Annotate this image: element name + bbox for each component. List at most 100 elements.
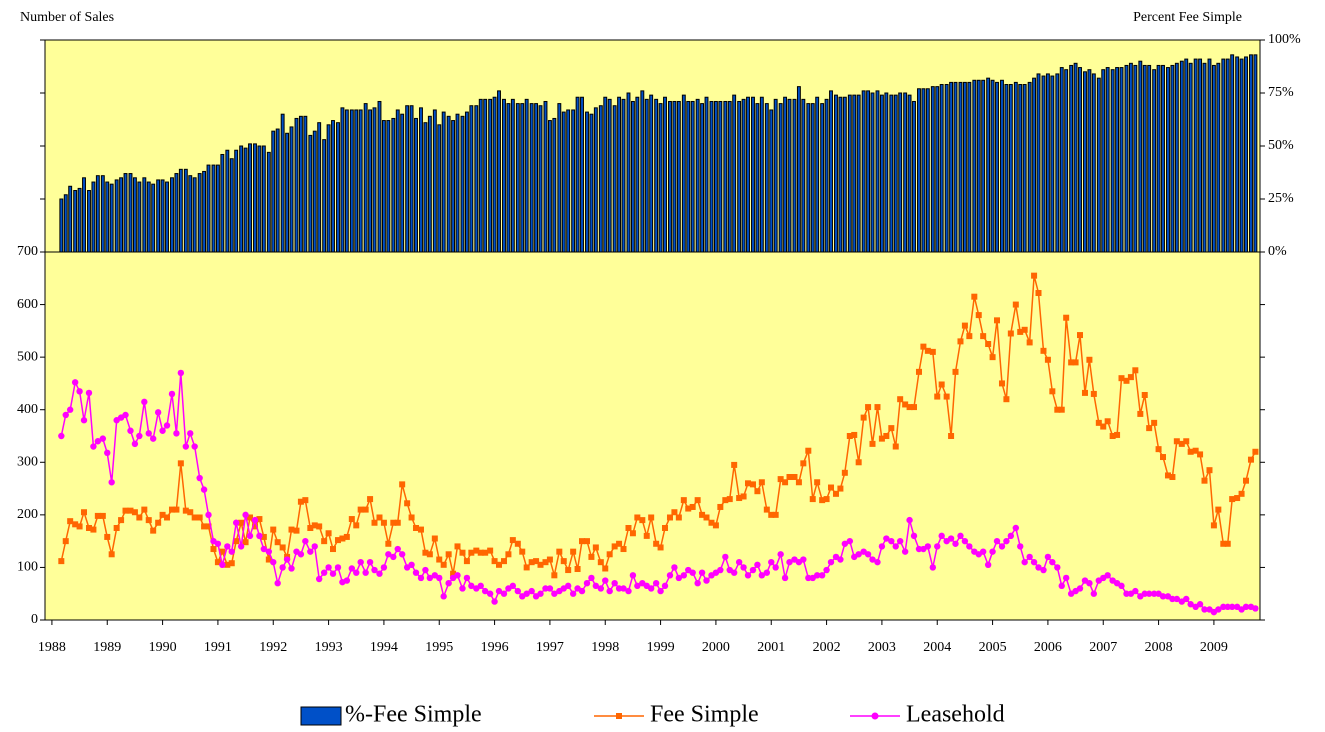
marker — [1054, 406, 1061, 413]
marker — [1035, 564, 1042, 571]
marker — [417, 574, 425, 582]
x-tick-label: 1992 — [259, 640, 287, 655]
marker — [966, 333, 973, 340]
marker — [99, 435, 107, 442]
bar — [607, 98, 612, 253]
legend-label: %-Fee Simple — [345, 702, 482, 728]
marker — [1178, 440, 1185, 447]
marker — [1090, 590, 1098, 597]
bar — [976, 79, 981, 253]
bar — [879, 94, 884, 253]
bar — [995, 81, 999, 253]
bar — [884, 92, 889, 253]
marker — [399, 481, 406, 488]
marker — [837, 485, 844, 492]
marker — [989, 548, 996, 555]
marker — [325, 564, 332, 571]
bar — [409, 105, 414, 253]
bar — [253, 143, 257, 253]
bar — [769, 109, 774, 253]
marker — [463, 558, 470, 565]
marker — [666, 572, 674, 579]
marker — [76, 523, 83, 530]
marker — [551, 590, 558, 597]
marker — [436, 574, 443, 582]
marker — [565, 567, 572, 574]
marker — [597, 559, 604, 566]
bar — [423, 122, 428, 253]
marker — [989, 354, 996, 361]
bar — [704, 96, 709, 253]
marker — [1173, 595, 1181, 603]
marker — [915, 545, 923, 553]
marker — [1224, 540, 1231, 547]
bar — [810, 103, 815, 253]
x-tick-label: 2004 — [923, 640, 951, 655]
bar — [824, 98, 829, 253]
y-tick-label: 600 — [17, 297, 38, 312]
marker — [339, 535, 346, 542]
x-tick-label: 2006 — [1034, 640, 1062, 655]
marker — [210, 546, 217, 553]
y-tick-label: 700 — [17, 244, 38, 259]
marker — [509, 537, 516, 544]
marker — [232, 519, 240, 526]
marker — [528, 559, 535, 566]
marker — [537, 561, 544, 568]
bar — [73, 190, 78, 253]
bar — [289, 126, 294, 253]
bar — [612, 105, 617, 253]
bar — [82, 177, 86, 253]
bar — [737, 100, 742, 253]
marker — [592, 544, 599, 551]
bar — [571, 109, 576, 253]
bar — [727, 100, 732, 253]
bar — [183, 168, 188, 253]
marker — [431, 535, 438, 542]
marker — [542, 585, 549, 592]
bar — [1188, 62, 1193, 253]
marker — [892, 543, 899, 550]
marker — [177, 460, 184, 467]
marker — [316, 523, 323, 530]
marker — [588, 574, 595, 582]
y-tick-label: 300 — [17, 455, 38, 470]
bar — [617, 96, 622, 253]
bar — [935, 86, 940, 253]
bar — [400, 113, 405, 253]
marker — [588, 553, 595, 560]
marker — [108, 479, 115, 486]
marker — [1159, 593, 1167, 600]
marker — [860, 414, 867, 421]
marker — [952, 368, 959, 375]
marker — [141, 506, 148, 513]
marker — [924, 347, 931, 354]
bar — [1059, 67, 1064, 253]
marker — [426, 574, 434, 582]
marker — [191, 514, 198, 521]
marker — [892, 443, 899, 450]
marker — [869, 440, 876, 447]
bar — [1230, 54, 1235, 253]
marker — [878, 435, 885, 442]
marker — [371, 519, 378, 526]
marker — [1086, 580, 1093, 587]
bar — [847, 94, 852, 253]
marker — [1215, 506, 1222, 513]
marker — [118, 517, 125, 524]
bar — [580, 96, 584, 253]
marker — [846, 433, 853, 439]
marker — [279, 544, 286, 551]
bar — [852, 94, 857, 253]
bar — [340, 107, 345, 253]
marker — [1234, 495, 1241, 502]
bar — [709, 100, 714, 253]
bar — [515, 103, 520, 253]
bar — [137, 181, 142, 253]
marker — [224, 561, 231, 568]
marker — [196, 514, 203, 521]
marker — [445, 551, 452, 558]
marker — [1026, 339, 1033, 346]
marker — [150, 527, 157, 534]
marker — [247, 514, 254, 521]
